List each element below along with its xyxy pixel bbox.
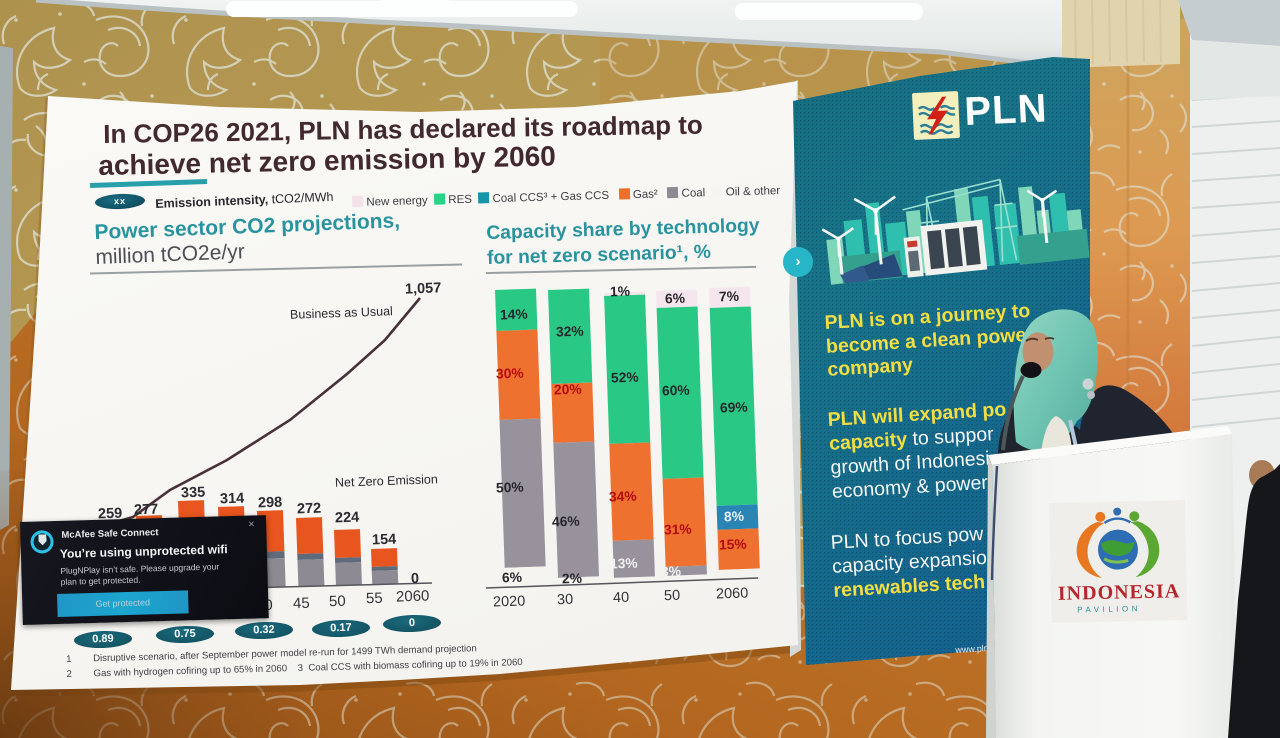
svg-text:PLN: PLN (963, 86, 1048, 134)
svg-text:PAVILION: PAVILION (1077, 604, 1141, 614)
svg-text:INDONESIA: INDONESIA (1058, 580, 1181, 605)
